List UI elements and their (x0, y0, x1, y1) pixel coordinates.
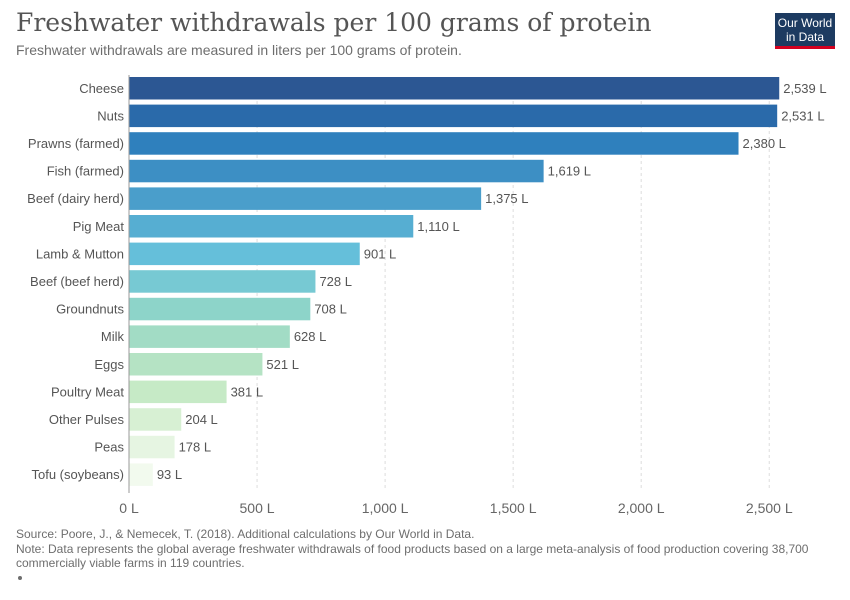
value-label: 728 L (319, 274, 352, 289)
bar (129, 408, 182, 431)
footer-dot (18, 576, 22, 580)
category-label: Cheese (79, 81, 124, 96)
x-tick-label: 0 L (119, 500, 139, 516)
value-label: 2,531 L (781, 108, 824, 123)
value-label: 204 L (185, 412, 218, 427)
logo-line-2: in Data (785, 30, 825, 44)
bar-chart: 0 L 500 L 1,000 L 1,500 L 2,000 L 2,500 L Chee… (27, 75, 827, 516)
bar (129, 187, 482, 210)
category-label: Peas (94, 440, 124, 455)
category-label: Nuts (97, 108, 124, 123)
bar (129, 104, 778, 128)
category-label: Groundnuts (56, 302, 124, 317)
value-label: 2,539 L (783, 81, 826, 96)
logo-line-1: Our World (777, 16, 833, 30)
category-label: Eggs (94, 357, 124, 372)
value-label: 1,619 L (548, 164, 591, 179)
bar (129, 215, 414, 238)
x-tick-label: 2,500 L (746, 500, 793, 516)
x-tick-label: 1,500 L (490, 500, 537, 516)
bar (129, 435, 175, 459)
value-label: 628 L (294, 329, 327, 344)
value-label: 1,375 L (485, 191, 528, 206)
category-label: Other Pulses (49, 412, 125, 427)
bar (129, 77, 780, 100)
chart-subtitle: Freshwater withdrawals are measured in l… (16, 42, 462, 58)
value-label: 1,110 L (417, 219, 459, 234)
value-label: 381 L (231, 384, 264, 399)
value-label: 93 L (157, 467, 182, 482)
category-label: Poultry Meat (51, 384, 124, 399)
category-label: Lamb & Mutton (36, 246, 124, 261)
bar (129, 353, 263, 376)
category-label: Pig Meat (73, 219, 125, 234)
category-label: Prawns (farmed) (28, 136, 124, 151)
bar (129, 325, 290, 348)
bar (129, 242, 360, 266)
value-label: 2,380 L (743, 136, 786, 151)
value-label: 901 L (364, 246, 397, 261)
x-tick-label: 1,000 L (362, 500, 409, 516)
value-label: 178 L (179, 440, 212, 455)
bar (129, 159, 544, 183)
category-label: Fish (farmed) (47, 164, 124, 179)
value-label: 708 L (314, 302, 347, 317)
category-label: Milk (101, 329, 125, 344)
bar (129, 132, 739, 155)
source-note: Source: Poore, J., & Nemecek, T. (2018).… (16, 527, 475, 541)
bar (129, 270, 316, 293)
category-label: Tofu (soybeans) (32, 467, 125, 482)
category-label: Beef (dairy herd) (27, 191, 124, 206)
bar (129, 380, 227, 404)
x-tick-label: 500 L (240, 500, 275, 516)
owid-logo[interactable]: Our World in Data (775, 13, 835, 49)
bar (129, 463, 153, 486)
category-label: Beef (beef herd) (30, 274, 124, 289)
chart-title: Freshwater withdrawals per 100 grams of … (16, 8, 652, 37)
x-tick-label: 2,000 L (618, 500, 665, 516)
value-label: 521 L (266, 357, 299, 372)
data-note: Note: Data represents the global average… (16, 542, 809, 570)
bar (129, 297, 311, 321)
